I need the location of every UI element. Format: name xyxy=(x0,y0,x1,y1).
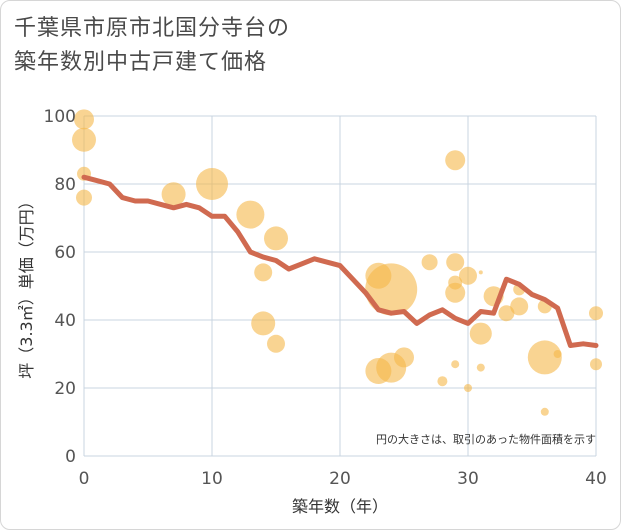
data-bubble[interactable] xyxy=(469,322,492,345)
data-bubble[interactable] xyxy=(437,376,448,387)
y-tick-label: 0 xyxy=(65,447,76,467)
data-bubble[interactable] xyxy=(74,109,94,130)
data-bubble[interactable] xyxy=(365,263,418,316)
data-bubble[interactable] xyxy=(72,127,96,152)
x-tick-label: 30 xyxy=(457,469,479,489)
data-bubble[interactable] xyxy=(161,182,186,207)
data-bubble[interactable] xyxy=(590,358,602,371)
data-bubble[interactable] xyxy=(196,168,228,200)
chart-title-line1: 千葉県市原市北国分寺台の xyxy=(14,16,291,41)
y-tick-label: 80 xyxy=(54,175,76,195)
x-tick-label: 10 xyxy=(201,469,223,489)
y-tick-label: 40 xyxy=(54,311,76,331)
y-tick-label: 100 xyxy=(44,107,76,127)
bubble-size-note: 円の大きさは、取引のあった物件面積を示す xyxy=(376,432,596,446)
y-axis-label: 坪（3.3㎡）単価（万円） xyxy=(17,193,36,378)
data-bubble[interactable] xyxy=(445,282,466,303)
data-bubble[interactable] xyxy=(446,253,465,272)
data-bubble[interactable] xyxy=(540,407,549,416)
data-bubble[interactable] xyxy=(267,334,285,353)
data-bubble[interactable] xyxy=(76,189,92,206)
data-bubble[interactable] xyxy=(464,384,472,392)
x-tick-label: 40 xyxy=(585,469,607,489)
average-price-line xyxy=(81,174,599,348)
bubble-layer xyxy=(72,109,603,416)
chart-title-line2: 築年数別中古戸建て価格 xyxy=(14,50,268,75)
x-axis-label: 築年数（年） xyxy=(292,497,388,516)
data-bubble[interactable] xyxy=(498,305,515,322)
y-tick-label: 60 xyxy=(54,243,76,263)
chart-title: 千葉県市原市北国分寺台の 築年数別中古戸建て価格 xyxy=(14,12,290,80)
data-bubble[interactable] xyxy=(589,306,603,321)
data-bubble[interactable] xyxy=(459,266,477,285)
y-tick-label: 20 xyxy=(54,379,76,399)
data-bubble[interactable] xyxy=(445,150,466,171)
data-bubble[interactable] xyxy=(476,363,485,372)
data-bubble[interactable] xyxy=(421,254,438,271)
y-tick-labels: 0 20 40 60 80 100 xyxy=(44,107,76,467)
data-bubble[interactable] xyxy=(478,270,483,275)
data-bubble[interactable] xyxy=(510,297,529,316)
data-bubble[interactable] xyxy=(236,200,265,229)
x-tick-label: 0 xyxy=(79,469,90,489)
data-bubble[interactable] xyxy=(264,226,288,251)
data-bubble[interactable] xyxy=(251,311,276,336)
data-bubble[interactable] xyxy=(527,340,562,375)
data-bubble[interactable] xyxy=(394,347,414,368)
x-tick-labels: 0 10 20 30 40 xyxy=(79,469,607,489)
data-bubble[interactable] xyxy=(451,360,460,369)
data-bubble[interactable] xyxy=(254,263,273,282)
x-tick-label: 20 xyxy=(329,469,351,489)
data-bubble[interactable] xyxy=(553,350,562,358)
